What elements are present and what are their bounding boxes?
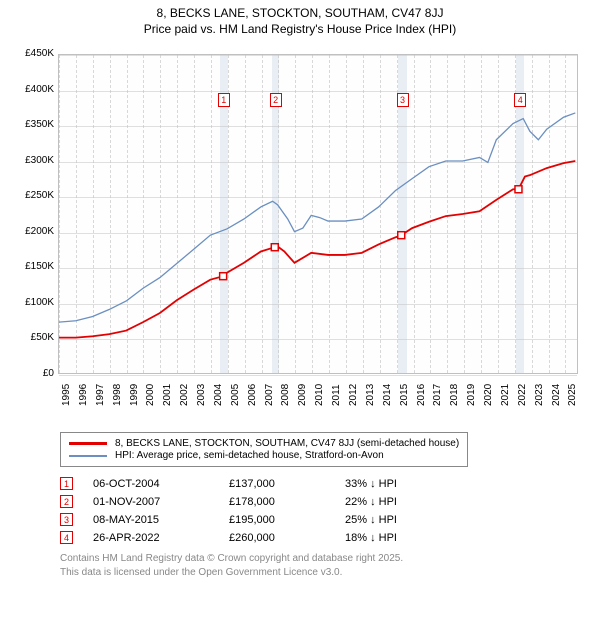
series-blue (59, 113, 575, 322)
y-tick-label: £450K (10, 48, 54, 59)
x-tick-label: 2023 (534, 384, 545, 406)
sale-number-box: 2 (60, 495, 73, 508)
sale-number-box: 3 (60, 513, 73, 526)
y-tick-label: £50K (10, 332, 54, 343)
x-tick-label: 2019 (466, 384, 477, 406)
sale-number-box: 1 (60, 477, 73, 490)
chart-marker-label-1: 1 (218, 93, 230, 107)
x-tick-label: 1998 (112, 384, 123, 406)
x-tick-label: 2007 (264, 384, 275, 406)
x-tick-label: 2018 (449, 384, 460, 406)
x-tick-label: 1996 (78, 384, 89, 406)
x-tick-label: 2008 (280, 384, 291, 406)
y-tick-label: £150K (10, 261, 54, 272)
chart-marker-label-3: 3 (397, 93, 409, 107)
legend-row-red: 8, BECKS LANE, STOCKTON, SOUTHAM, CV47 8… (69, 438, 459, 449)
footer-note: Contains HM Land Registry data © Crown c… (60, 552, 600, 579)
sale-price: £260,000 (229, 532, 339, 544)
sale-date: 01-NOV-2007 (93, 496, 223, 508)
chart-container: 8, BECKS LANE, STOCKTON, SOUTHAM, CV47 8… (0, 0, 600, 579)
x-tick-label: 2009 (297, 384, 308, 406)
sale-row: 1 06-OCT-2004 £137,000 33% ↓ HPI (60, 477, 600, 490)
sale-date: 06-OCT-2004 (93, 478, 223, 490)
line-svg (59, 55, 577, 373)
x-tick-label: 1997 (95, 384, 106, 406)
x-tick-label: 2024 (551, 384, 562, 406)
footer-line1: Contains HM Land Registry data © Crown c… (60, 552, 600, 566)
x-tick-label: 2021 (500, 384, 511, 406)
legend: 8, BECKS LANE, STOCKTON, SOUTHAM, CV47 8… (60, 432, 468, 467)
sale-pct: 25% ↓ HPI (345, 514, 465, 526)
chart-marker-label-4: 4 (514, 93, 526, 107)
series-red (59, 161, 575, 338)
x-tick-label: 2001 (162, 384, 173, 406)
legend-swatch-red (69, 442, 107, 445)
gridline-h (59, 375, 577, 376)
title-block: 8, BECKS LANE, STOCKTON, SOUTHAM, CV47 8… (0, 0, 600, 36)
y-tick-label: £300K (10, 155, 54, 166)
sale-price: £195,000 (229, 514, 339, 526)
footer-line2: This data is licensed under the Open Gov… (60, 566, 600, 580)
chart-marker-label-2: 2 (270, 93, 282, 107)
legend-label-red: 8, BECKS LANE, STOCKTON, SOUTHAM, CV47 8… (115, 438, 459, 449)
plot-area: 1 2 3 4 (58, 54, 578, 374)
legend-swatch-blue (69, 455, 107, 457)
y-tick-label: £0 (10, 368, 54, 379)
y-tick-label: £200K (10, 226, 54, 237)
y-tick-label: £350K (10, 119, 54, 130)
y-tick-label: £400K (10, 84, 54, 95)
x-tick-label: 2020 (483, 384, 494, 406)
sales-table: 1 06-OCT-2004 £137,000 33% ↓ HPI 2 01-NOV-200… (60, 477, 600, 544)
x-tick-label: 2004 (213, 384, 224, 406)
sale-price: £137,000 (229, 478, 339, 490)
x-tick-label: 2014 (382, 384, 393, 406)
title-line2: Price paid vs. HM Land Registry's House … (0, 22, 600, 36)
sale-point-3 (398, 232, 405, 239)
sale-row: 4 26-APR-2022 £260,000 18% ↓ HPI (60, 531, 600, 544)
x-tick-label: 2000 (145, 384, 156, 406)
x-tick-label: 2016 (416, 384, 427, 406)
title-line1: 8, BECKS LANE, STOCKTON, SOUTHAM, CV47 8… (0, 6, 600, 20)
sale-row: 3 08-MAY-2015 £195,000 25% ↓ HPI (60, 513, 600, 526)
sale-pct: 18% ↓ HPI (345, 532, 465, 544)
x-tick-label: 2012 (348, 384, 359, 406)
x-tick-label: 2006 (247, 384, 258, 406)
x-tick-label: 2003 (196, 384, 207, 406)
x-tick-label: 2013 (365, 384, 376, 406)
sale-row: 2 01-NOV-2007 £178,000 22% ↓ HPI (60, 495, 600, 508)
x-tick-label: 1999 (129, 384, 140, 406)
y-tick-label: £250K (10, 190, 54, 201)
sale-number-box: 4 (60, 531, 73, 544)
sale-point-2 (271, 244, 278, 251)
sale-price: £178,000 (229, 496, 339, 508)
sale-pct: 22% ↓ HPI (345, 496, 465, 508)
x-tick-label: 2015 (399, 384, 410, 406)
sale-point-1 (220, 273, 227, 280)
chart-area: 1 2 3 4 £0 £50K £100K £150K £200K £250K £300K £350… (10, 44, 590, 424)
legend-label-blue: HPI: Average price, semi-detached house,… (115, 450, 384, 461)
legend-row-blue: HPI: Average price, semi-detached house,… (69, 450, 459, 461)
sale-point-4 (515, 186, 522, 193)
x-tick-label: 2025 (567, 384, 578, 406)
sale-pct: 33% ↓ HPI (345, 478, 465, 490)
y-tick-label: £100K (10, 297, 54, 308)
x-tick-label: 2002 (179, 384, 190, 406)
x-tick-label: 2005 (230, 384, 241, 406)
sale-date: 08-MAY-2015 (93, 514, 223, 526)
x-tick-label: 2022 (517, 384, 528, 406)
x-tick-label: 2011 (331, 384, 342, 406)
x-tick-label: 2017 (432, 384, 443, 406)
x-tick-label: 1995 (61, 384, 72, 406)
sale-date: 26-APR-2022 (93, 532, 223, 544)
x-tick-label: 2010 (314, 384, 325, 406)
